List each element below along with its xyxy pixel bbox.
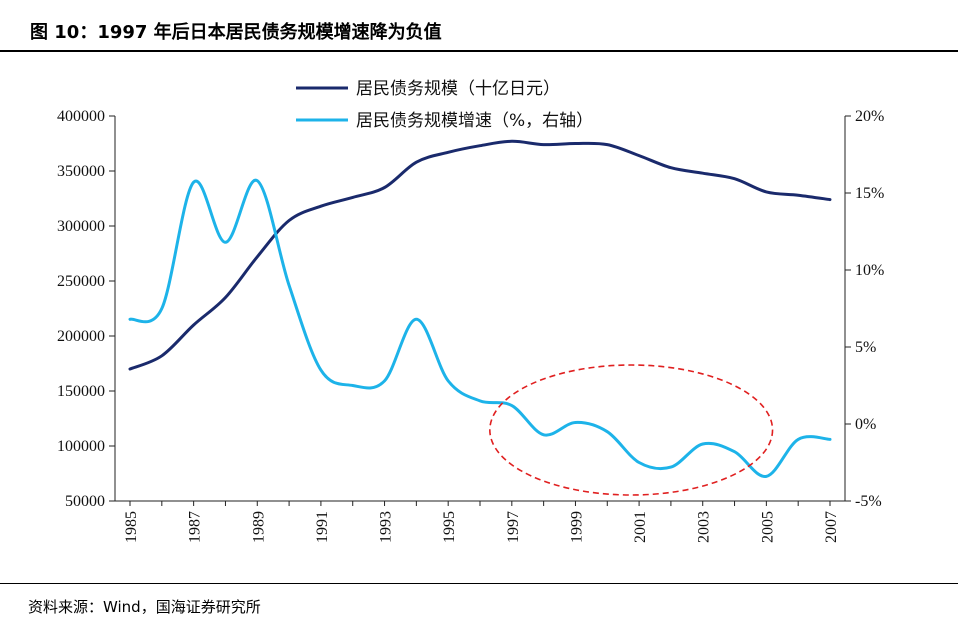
x-tick-label: 1989: [250, 511, 267, 543]
footer-divider: [0, 583, 958, 584]
x-tick-label: 1999: [568, 511, 585, 543]
y-left-tick-label: 200000: [57, 328, 105, 345]
x-tick-label: 1987: [187, 511, 204, 543]
x-tick-label: 2007: [823, 511, 840, 543]
y-left-tick-label: 400000: [57, 108, 105, 125]
series-line-growth: [128, 179, 832, 478]
x-tick-label: 2003: [696, 511, 713, 543]
y-right-tick-label: 20%: [855, 108, 884, 125]
legend-label-debt: 居民债务规模（十亿日元）: [356, 79, 560, 99]
title-divider: [0, 50, 958, 52]
x-tick-label: 1991: [314, 511, 331, 543]
x-tick-label: 1997: [505, 511, 522, 543]
x-tick-label: 1993: [378, 511, 395, 543]
x-tick-label: 2005: [759, 511, 776, 543]
y-right-tick-label: 10%: [855, 262, 884, 279]
x-tick-label: 1995: [441, 511, 458, 543]
y-left-tick-label: 150000: [57, 383, 105, 400]
line-chart: 400000 350000 300000 250000 200000 150000 1000…: [57, 79, 884, 543]
source-note: 资料来源：Wind，国海证券研究所: [28, 598, 261, 616]
tick-labels: 400000 350000 300000 250000 200000 150000 1000…: [57, 108, 884, 543]
y-right-tick-label: 15%: [855, 185, 884, 202]
legend-label-growth: 居民债务规模增速（%，右轴）: [356, 111, 593, 131]
axes: [109, 115, 851, 506]
y-right-tick-label: 0%: [855, 416, 876, 433]
y-left-tick-label: 250000: [57, 273, 105, 290]
y-left-tick-label: 50000: [65, 493, 105, 510]
y-left-tick-label: 350000: [57, 163, 105, 180]
y-right-tick-label: 5%: [855, 339, 876, 356]
annotations: [489, 364, 774, 496]
legend: 居民债务规模（十亿日元） 居民债务规模增速（%，右轴）: [296, 79, 593, 131]
series-lines: [128, 139, 832, 478]
y-left-tick-label: 300000: [57, 218, 105, 235]
chart-title: 图 10：1997 年后日本居民债务规模增速降为负值: [30, 22, 442, 43]
x-tick-label: 1985: [123, 511, 140, 543]
highlight-ellipse: [489, 364, 774, 496]
series-line-debt: [128, 139, 832, 371]
x-tick-label: 2001: [632, 511, 649, 543]
y-left-tick-label: 100000: [57, 438, 105, 455]
y-right-tick-label: -5%: [855, 493, 882, 510]
